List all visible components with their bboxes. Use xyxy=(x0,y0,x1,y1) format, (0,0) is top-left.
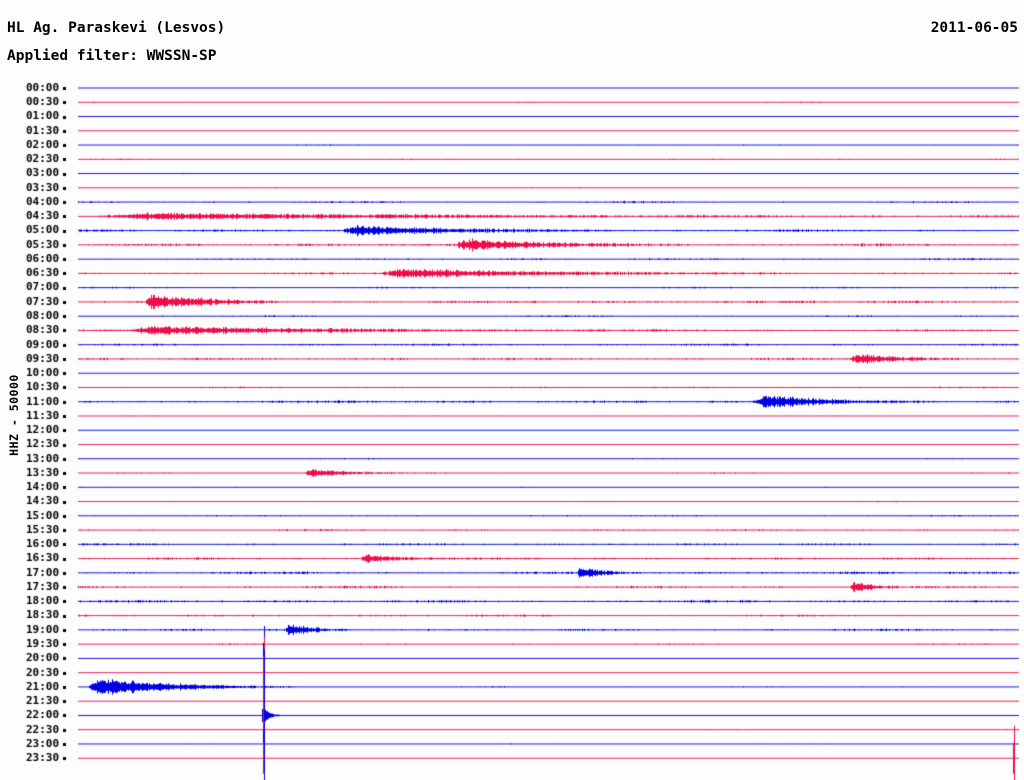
helicorder-canvas[interactable] xyxy=(0,78,1024,780)
y-axis-label: HHZ - 50000 xyxy=(7,374,21,456)
record-date: 2011-06-05 xyxy=(930,20,1018,36)
helicorder-plot-area[interactable]: HHZ - 50000 xyxy=(0,78,1024,780)
station-title: HL Ag. Paraskevi (Lesvos) xyxy=(7,20,226,36)
header-bar: HL Ag. Paraskevi (Lesvos) 2011-06-05 App… xyxy=(0,0,1024,78)
applied-filter-label: Applied filter: WWSSN-SP xyxy=(7,48,217,64)
